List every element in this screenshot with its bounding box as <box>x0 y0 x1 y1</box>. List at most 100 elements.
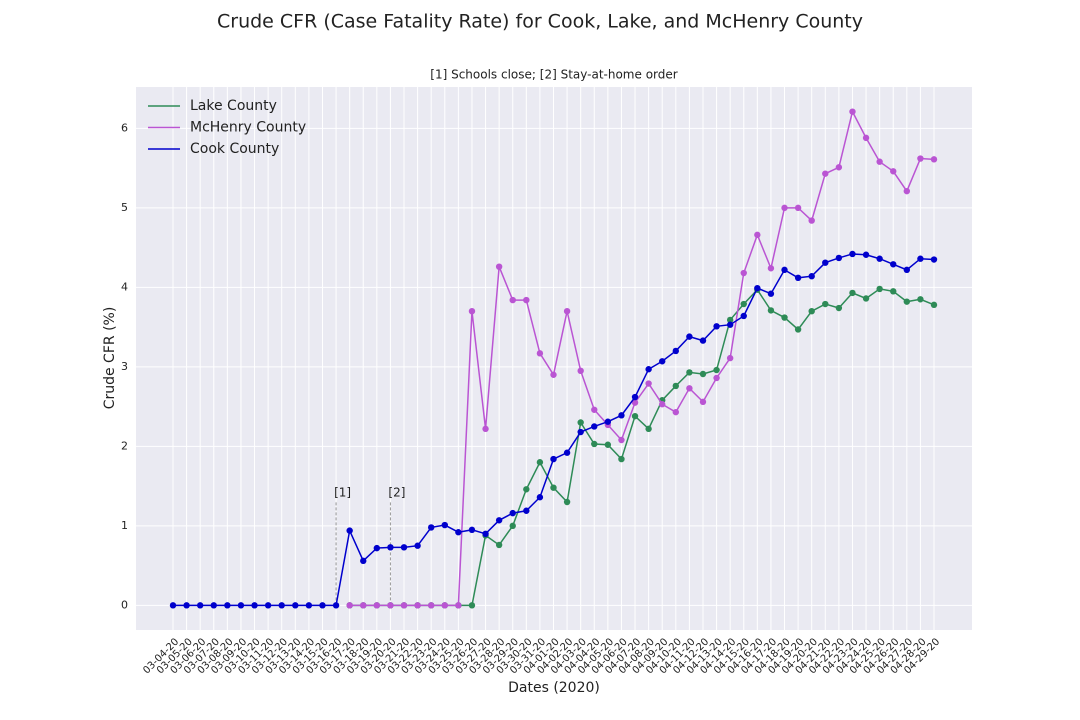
data-point <box>862 251 870 258</box>
data-point <box>713 366 720 374</box>
data-point <box>903 266 911 274</box>
data-point <box>822 170 829 177</box>
data-point <box>237 602 245 609</box>
data-point <box>441 602 448 609</box>
data-point <box>767 307 775 314</box>
data-point <box>645 380 652 387</box>
data-point <box>849 108 856 115</box>
data-point <box>672 408 680 416</box>
data-point <box>468 526 476 534</box>
data-point <box>767 265 775 272</box>
data-point <box>917 255 924 262</box>
data-point <box>930 256 938 263</box>
data-point <box>604 441 612 448</box>
data-point <box>672 382 680 390</box>
data-point <box>794 204 802 212</box>
data-point <box>754 231 761 239</box>
data-point <box>292 602 299 609</box>
data-point <box>917 155 924 162</box>
data-point <box>523 507 530 514</box>
data-point <box>482 530 489 538</box>
data-point <box>563 498 571 506</box>
data-point <box>849 289 856 297</box>
data-point <box>319 602 326 609</box>
data-point <box>876 158 883 165</box>
data-point <box>427 602 435 609</box>
data-point <box>264 602 272 609</box>
data-point <box>726 321 734 328</box>
data-point <box>862 295 870 302</box>
data-point <box>876 255 883 262</box>
data-point <box>713 323 720 330</box>
data-point <box>455 602 462 609</box>
data-point <box>414 602 421 609</box>
data-point <box>740 312 747 320</box>
y-tick-label: 6 <box>121 121 128 134</box>
data-point <box>251 602 258 609</box>
data-point <box>686 385 693 392</box>
data-point <box>822 300 829 308</box>
data-point <box>645 366 652 373</box>
data-point <box>563 307 571 315</box>
data-point <box>672 347 680 355</box>
data-point <box>699 337 707 344</box>
data-point <box>183 602 190 609</box>
data-point <box>373 544 381 552</box>
data-point <box>427 524 435 531</box>
data-point <box>196 602 204 609</box>
data-point <box>591 423 598 430</box>
data-point <box>713 374 720 382</box>
data-point <box>726 316 734 324</box>
data-point <box>495 541 503 549</box>
data-point <box>862 134 870 142</box>
y-axis-label: Crude CFR (%) <box>102 307 118 410</box>
data-point <box>754 284 761 292</box>
data-point <box>726 354 734 362</box>
data-point <box>604 418 612 425</box>
data-point <box>794 326 802 333</box>
data-point <box>400 602 408 609</box>
legend-label: McHenry County <box>190 120 306 136</box>
data-point <box>373 602 381 609</box>
y-tick-label: 1 <box>121 519 128 532</box>
data-point <box>903 187 911 195</box>
data-point <box>808 307 815 315</box>
legend-label: Cook County <box>190 141 279 157</box>
data-point <box>631 399 639 406</box>
x-axis-label: Dates (2020) <box>508 680 600 696</box>
annotation-label: [1] <box>334 486 351 500</box>
data-point <box>808 217 815 224</box>
data-point <box>781 204 788 212</box>
data-point <box>591 406 598 413</box>
data-point <box>645 425 652 433</box>
annotation-label: [2] <box>388 486 405 500</box>
data-point <box>224 602 231 609</box>
data-point <box>822 259 829 266</box>
data-point <box>890 261 897 268</box>
data-point <box>781 266 788 274</box>
data-point <box>930 156 938 163</box>
data-point <box>495 517 503 524</box>
data-point <box>169 602 177 609</box>
data-point <box>659 358 666 365</box>
data-point <box>577 367 584 375</box>
data-point <box>699 398 707 406</box>
data-point <box>523 296 530 304</box>
data-point <box>563 449 571 456</box>
chart-subtitle: [1] Schools close; [2] Stay-at-home orde… <box>430 68 677 82</box>
data-point <box>917 296 924 303</box>
data-point <box>618 455 625 463</box>
data-point <box>781 314 788 321</box>
data-point <box>441 521 448 529</box>
data-point <box>482 425 489 433</box>
data-point <box>835 254 843 262</box>
data-point <box>509 296 516 304</box>
data-point <box>659 401 666 408</box>
y-tick-label: 2 <box>121 439 128 452</box>
data-point <box>550 455 557 463</box>
data-point <box>468 307 476 315</box>
data-point <box>550 371 557 378</box>
legend-label: Lake County <box>190 98 277 114</box>
data-point <box>468 602 476 609</box>
